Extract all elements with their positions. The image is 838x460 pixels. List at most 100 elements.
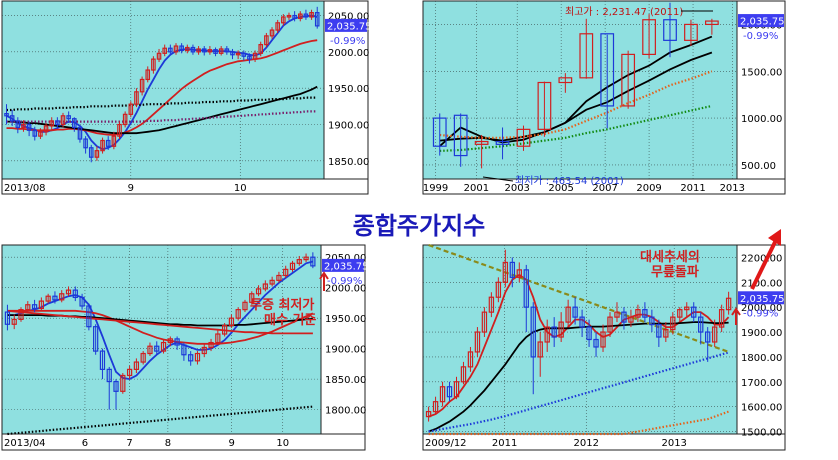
candle-body bbox=[565, 306, 571, 323]
y-tick-label: 1000.00 bbox=[741, 114, 782, 125]
candle-body bbox=[26, 123, 32, 131]
chart-panel-weekly-2009-12: 1500.00 1600.00 1700.00 1800.00 1900.00 2000.… bbox=[422, 243, 786, 451]
moving-average-5 bbox=[6, 110, 318, 123]
y-tick-label: 1600.00 bbox=[741, 403, 782, 414]
moving-average-2 bbox=[7, 309, 314, 345]
x-tick-label: 7 bbox=[126, 438, 132, 449]
candle-body bbox=[621, 311, 627, 323]
candle-body bbox=[314, 12, 320, 27]
y-tick-label: 1500.00 bbox=[741, 428, 782, 439]
x-tick-label: 2007 bbox=[592, 183, 617, 194]
candle-body bbox=[59, 293, 65, 301]
y-tick-label: 1900.00 bbox=[741, 328, 782, 339]
change-percent-label: -0.99% bbox=[743, 31, 778, 42]
x-tick-label: 2009/12 bbox=[425, 438, 467, 449]
candle-body bbox=[9, 115, 15, 122]
candle-body bbox=[184, 46, 190, 52]
current-price-tag bbox=[322, 258, 364, 272]
candle-body bbox=[275, 22, 280, 31]
candle-body bbox=[481, 311, 488, 333]
candle-body bbox=[15, 120, 21, 129]
moving-average-4 bbox=[428, 410, 729, 436]
current-price-tag bbox=[325, 18, 367, 32]
candle-body bbox=[194, 352, 201, 362]
candle-body bbox=[252, 52, 258, 60]
candle-body bbox=[704, 331, 711, 343]
candle-body bbox=[264, 35, 269, 46]
candle-body bbox=[453, 114, 468, 157]
candle-body bbox=[106, 368, 112, 383]
candle-body bbox=[677, 309, 683, 318]
candle-body bbox=[196, 48, 201, 53]
candle-body bbox=[649, 316, 655, 326]
candle-body bbox=[460, 366, 467, 383]
candle-body bbox=[66, 115, 71, 120]
candle-body bbox=[711, 326, 718, 343]
y-tick-label: 2000.00 bbox=[741, 303, 782, 314]
candle-body bbox=[249, 293, 255, 303]
annotation-low: 최저가 : 463.54 (2001) bbox=[515, 175, 624, 187]
candle-body bbox=[128, 103, 134, 115]
candle-body bbox=[21, 123, 26, 129]
candle-body bbox=[446, 386, 453, 398]
moving-average-5 bbox=[428, 243, 729, 353]
candle-body bbox=[11, 318, 17, 325]
candle-body bbox=[77, 126, 83, 140]
moving-average-5 bbox=[7, 405, 313, 436]
x-axis-strip bbox=[1, 178, 369, 195]
candle-body bbox=[544, 326, 550, 343]
candle-body bbox=[628, 316, 634, 323]
moving-average-3 bbox=[6, 85, 318, 135]
candle-body bbox=[235, 52, 241, 56]
candle-body bbox=[94, 150, 100, 158]
candle-body bbox=[579, 33, 594, 79]
candle-body bbox=[173, 45, 179, 53]
candle-body bbox=[207, 49, 213, 53]
candle-body bbox=[467, 351, 474, 368]
candle-body bbox=[188, 354, 194, 362]
candle-body bbox=[269, 279, 275, 285]
candle-body bbox=[502, 261, 509, 283]
current-price-label: 2,035.75 bbox=[327, 21, 372, 32]
candle-body bbox=[38, 300, 45, 310]
candle-body bbox=[600, 331, 606, 348]
candle-body bbox=[663, 19, 677, 41]
chart-panel-daily-2013-08: 1850.00 1900.00 1950.00 2000.00 2050.00 2013/… bbox=[1, 0, 372, 195]
candle-body bbox=[241, 52, 247, 57]
candle-body bbox=[523, 269, 529, 308]
candle-body bbox=[718, 309, 725, 328]
candle-body bbox=[122, 113, 128, 126]
candle-body bbox=[607, 316, 613, 333]
y-tick-label: 2200.00 bbox=[741, 253, 782, 264]
moving-average-1 bbox=[6, 14, 318, 151]
x-axis-strip bbox=[1, 433, 366, 451]
candle-body bbox=[218, 48, 224, 54]
x-tick-label: 2001 bbox=[464, 183, 489, 194]
moving-average-2 bbox=[428, 321, 729, 433]
candle-body bbox=[167, 338, 173, 344]
x-tick-label: 9 bbox=[128, 183, 134, 194]
candle-body bbox=[670, 316, 676, 331]
candle-body bbox=[38, 131, 43, 137]
plot-area bbox=[422, 0, 738, 180]
candle-body bbox=[151, 58, 156, 71]
x-tick-label: 2011 bbox=[680, 183, 705, 194]
chart-panels: 1850.00 1900.00 1950.00 2000.00 2050.00 2013/… bbox=[1, 0, 786, 451]
candle-body bbox=[247, 55, 252, 60]
candle-body bbox=[286, 14, 292, 18]
candle-body bbox=[258, 43, 264, 54]
candle-body bbox=[425, 411, 432, 418]
x-tick-label: 8 bbox=[165, 438, 171, 449]
candle-body bbox=[558, 77, 573, 84]
candle-body bbox=[208, 341, 214, 349]
main-title: 종합주가지수 bbox=[353, 212, 485, 240]
candle-body bbox=[224, 48, 230, 53]
candle-body bbox=[60, 115, 66, 126]
candle-body bbox=[242, 301, 248, 311]
candle-body bbox=[309, 12, 314, 18]
y-tick-label: 2050.00 bbox=[325, 253, 366, 264]
candle-body bbox=[439, 386, 446, 403]
candle-body bbox=[572, 306, 578, 318]
y-tick-label: 500.00 bbox=[741, 161, 776, 172]
